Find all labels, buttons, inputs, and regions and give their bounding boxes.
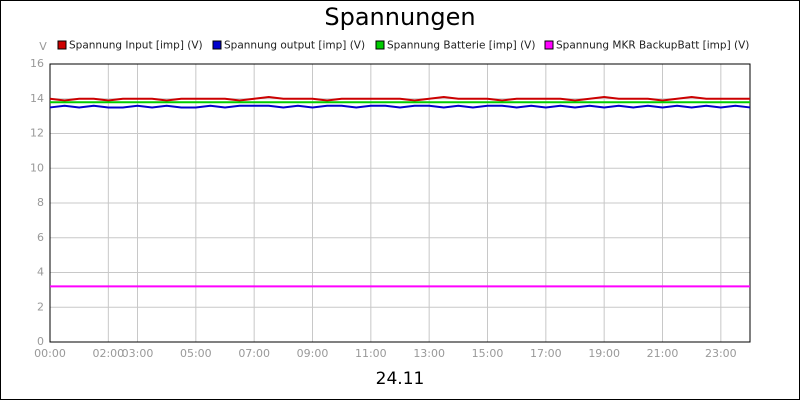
x-tick-label: 21:00 xyxy=(647,347,679,360)
x-tick-label: 02:00 xyxy=(92,347,124,360)
legend-label: Spannung output [imp] (V) xyxy=(224,40,365,52)
series-line xyxy=(49,96,750,102)
x-tick-label: 00:00 xyxy=(34,347,66,360)
y-tick-label: 12 xyxy=(30,127,44,140)
plot-border xyxy=(49,63,751,343)
x-tick-label: 11:00 xyxy=(355,347,387,360)
y-tick-label: 6 xyxy=(37,231,44,244)
x-axis-label: 24.11 xyxy=(376,369,425,389)
legend-swatch xyxy=(375,40,385,50)
legend-label: Spannung Batterie [imp] (V) xyxy=(387,40,535,52)
legend-swatch xyxy=(544,40,554,50)
y-tick-label: 16 xyxy=(30,57,44,70)
x-tick-label: 23:00 xyxy=(705,347,737,360)
legend-label: Spannung MKR BackupBatt [imp] (V) xyxy=(556,40,749,52)
y-tick-label: 4 xyxy=(37,266,44,279)
x-tick-label: 07:00 xyxy=(238,347,270,360)
chart-title: Spannungen xyxy=(324,3,475,31)
legend-label: Spannung Input [imp] (V) xyxy=(69,40,203,52)
y-tick-label: 0 xyxy=(37,335,44,348)
y-tick-label: 2 xyxy=(37,300,44,313)
x-tick-label: 03:00 xyxy=(122,347,154,360)
series-line xyxy=(49,104,751,109)
x-tick-label: 15:00 xyxy=(472,347,504,360)
y-axis-label: V xyxy=(39,40,47,53)
x-tick-label: 17:00 xyxy=(530,347,562,360)
x-tick-label: 05:00 xyxy=(180,347,212,360)
x-tick-label: 13:00 xyxy=(413,347,445,360)
x-tick-label: 19:00 xyxy=(588,347,620,360)
legend-swatch xyxy=(57,40,67,50)
y-tick-label: 8 xyxy=(37,196,44,209)
y-tick-label: 10 xyxy=(30,161,44,174)
y-tick-label: 14 xyxy=(30,92,44,105)
x-tick-label: 09:00 xyxy=(297,347,329,360)
legend-swatch xyxy=(212,40,222,50)
